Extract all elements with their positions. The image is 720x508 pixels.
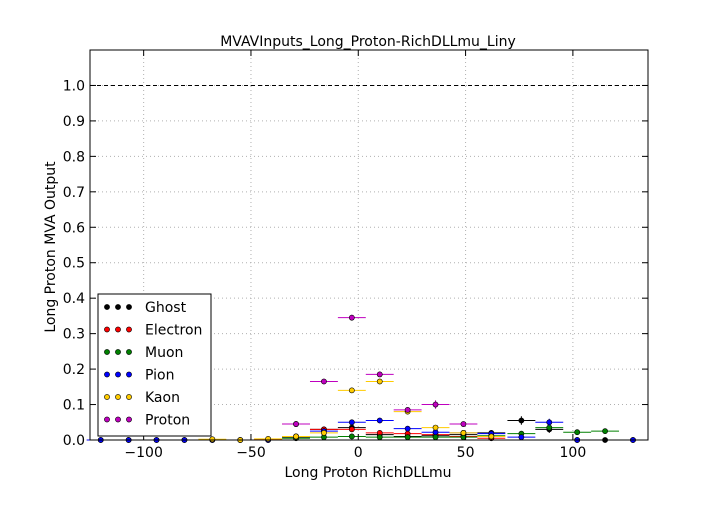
data-point — [432, 401, 439, 408]
tick-layer: −100 −50 0 50 100 0.0 0.1 0.2 0.3 0.4 0.5 0.6 0.7 0.8… — [63, 50, 648, 461]
data-point — [488, 433, 495, 440]
legend-marker — [126, 349, 132, 355]
legend-box — [97, 293, 212, 437]
y-tick-label: 0.7 — [63, 185, 85, 201]
data-point — [376, 417, 383, 424]
y-tick-label: 0.1 — [63, 398, 85, 414]
data-point — [460, 421, 467, 427]
legend-marker — [104, 304, 110, 310]
data-point — [265, 436, 272, 442]
plot-frame — [89, 49, 649, 441]
data-point — [376, 371, 383, 378]
data-point — [348, 314, 355, 321]
legend-marker — [115, 394, 121, 400]
data-point — [404, 425, 411, 432]
legend-marker — [104, 416, 110, 423]
x-tick-label: 100 — [560, 445, 587, 461]
data-point — [518, 417, 525, 424]
x-tick-label: −50 — [236, 445, 266, 461]
legend-marker — [104, 326, 110, 333]
data-point — [376, 434, 383, 441]
legend-label: Proton — [145, 413, 190, 429]
y-tick-label: 0.4 — [63, 291, 85, 307]
data-point — [348, 419, 355, 426]
data-point — [348, 426, 355, 433]
chart-title: MVAVInputs_Long_Proton-RichDLLmu_Liny — [220, 34, 516, 50]
data-point — [404, 406, 411, 413]
data-point — [460, 430, 467, 436]
y-tick-label: 0.2 — [63, 362, 85, 378]
y-tick-label: 0.8 — [63, 149, 85, 165]
legend-item-electron: Electron — [104, 323, 202, 339]
data-point — [321, 430, 327, 436]
legend-marker — [115, 416, 121, 423]
data-point — [574, 429, 581, 436]
y-tick-label: 1.0 — [63, 78, 85, 94]
data-point — [348, 387, 355, 394]
legend: Ghost Electron Muon Pion Kaon Proton — [97, 293, 212, 437]
y-tick-label: 0.9 — [63, 114, 85, 130]
data-point — [321, 378, 327, 385]
y-tick-label: 0.0 — [63, 433, 85, 449]
y-axis-label: Long Proton MVA Output — [43, 161, 59, 333]
legend-label: Kaon — [145, 390, 180, 406]
y-tick-label: 0.3 — [63, 327, 85, 343]
legend-label: Muon — [145, 345, 183, 361]
legend-marker — [104, 349, 110, 355]
legend-marker — [126, 416, 132, 423]
legend-marker — [115, 326, 121, 333]
series-proton — [282, 314, 478, 427]
x-tick-label: −100 — [124, 445, 162, 461]
legend-label: Ghost — [145, 300, 187, 316]
data-point — [432, 424, 439, 431]
data-point — [293, 433, 299, 440]
legend-marker — [115, 304, 121, 310]
y-tick-label: 0.6 — [63, 220, 85, 236]
legend-marker — [104, 394, 110, 400]
legend-item-kaon: Kaon — [104, 390, 180, 406]
data-point — [293, 421, 299, 427]
data-point — [404, 434, 411, 441]
legend-marker — [126, 394, 132, 400]
legend-marker — [115, 349, 121, 355]
x-tick-label: 0 — [354, 445, 363, 461]
data-point — [546, 419, 553, 426]
legend-item-ghost: Ghost — [104, 300, 187, 316]
x-tick-label: 50 — [457, 445, 475, 461]
data-point — [432, 434, 439, 441]
legend-item-muon: Muon — [104, 345, 183, 361]
series-kaon — [198, 378, 506, 443]
legend-marker — [126, 304, 132, 310]
legend-item-pion: Pion — [104, 368, 174, 384]
data-point — [209, 436, 216, 443]
y-tick-label: 0.5 — [63, 256, 85, 272]
legend-marker — [115, 371, 121, 378]
data-point — [376, 378, 383, 385]
x-axis-label: Long Proton RichDLLmu — [285, 465, 452, 481]
data-point — [602, 428, 608, 435]
legend-item-proton: Proton — [104, 413, 190, 429]
legend-label: Pion — [145, 368, 174, 384]
legend-marker — [104, 371, 110, 378]
legend-label: Electron — [145, 323, 202, 339]
legend-marker — [126, 326, 132, 333]
data-point — [518, 434, 525, 441]
data-point — [348, 433, 355, 440]
legend-marker — [126, 371, 132, 378]
